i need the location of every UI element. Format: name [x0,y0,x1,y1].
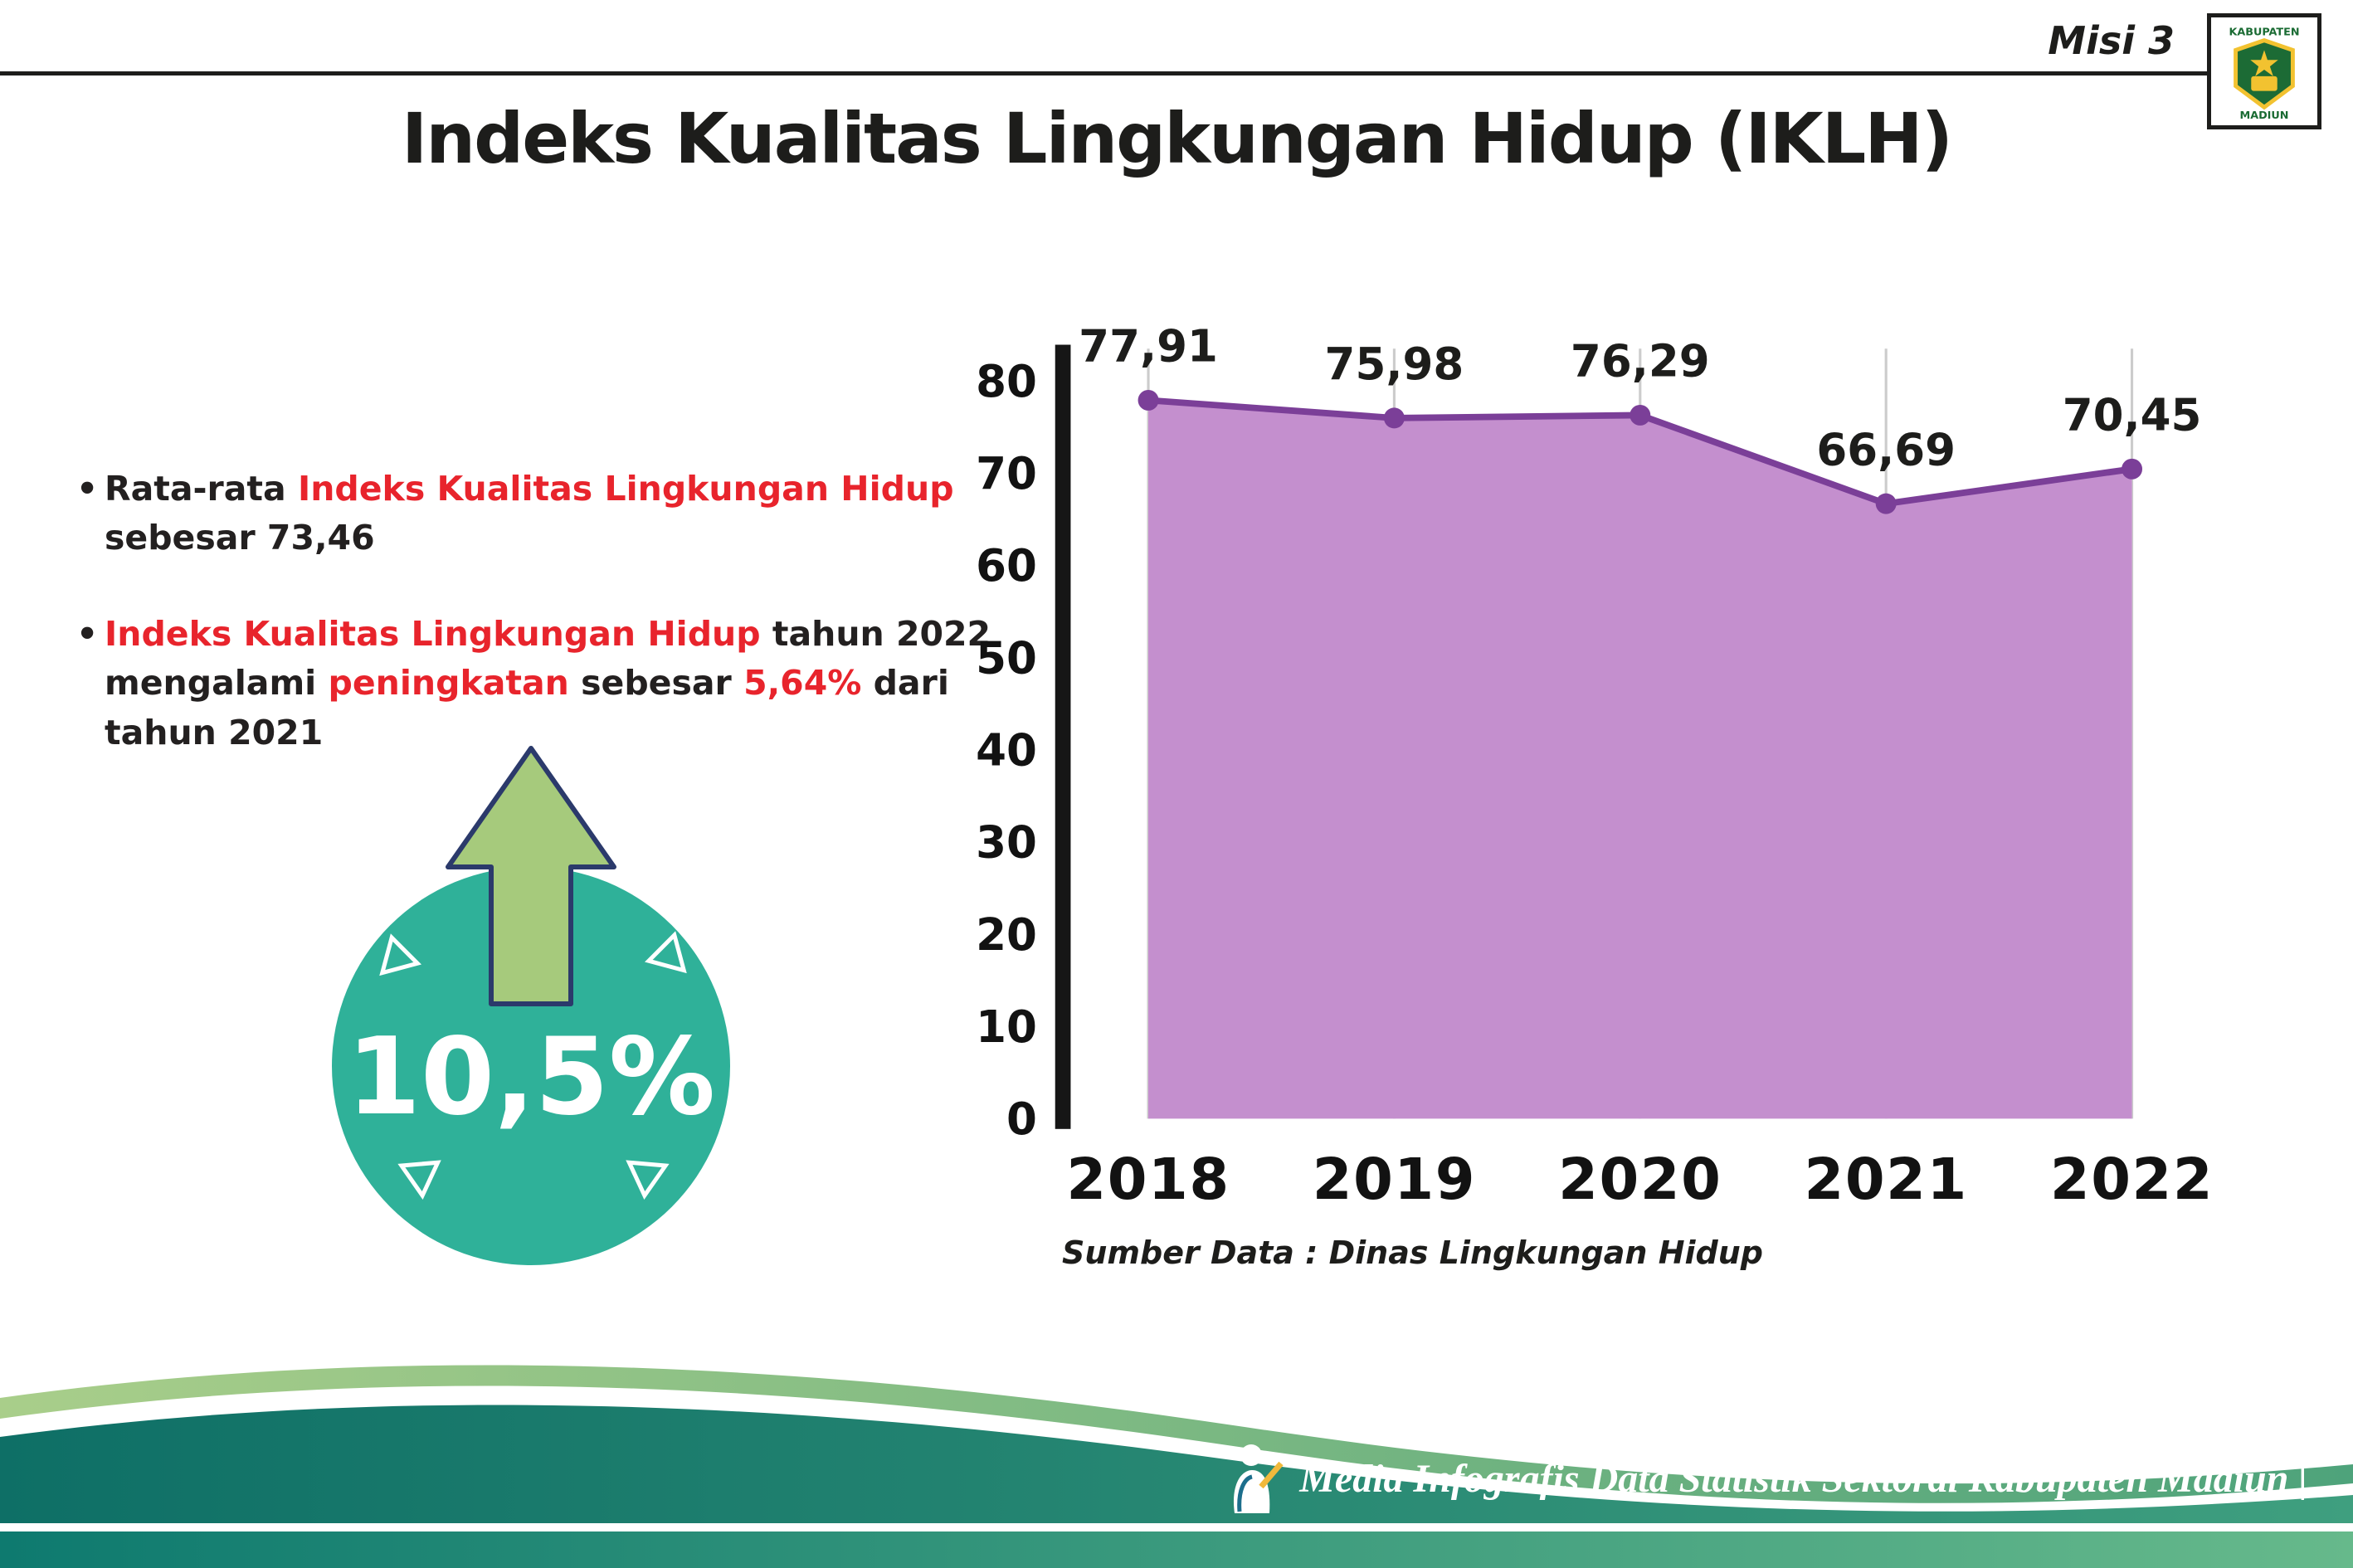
y-tick-label: 30 [976,817,1037,869]
x-tick-label: 2022 [2050,1147,2214,1213]
footer-text: Media Infografis Data Statistik Sektoral… [1299,1456,2307,1501]
badge-value: 10,5% [347,1015,715,1139]
chart-point-label: 70,45 [2063,390,2202,441]
increase-badge: 10,5% [315,738,747,1278]
bullet-segment: Rata-rata [105,469,298,509]
x-tick-label: 2021 [1805,1147,1968,1213]
y-tick-label: 60 [976,540,1037,592]
footer-bottom-bar [0,1531,2353,1568]
page-title: Indeks Kualitas Lingkungan Hidup (IKLH) [402,98,1953,179]
y-tick-label: 10 [976,1001,1037,1053]
chart-point [2122,458,2143,480]
logo-star-icon [2250,50,2278,76]
y-tick-label: 0 [1006,1093,1037,1145]
writer-mascot-icon [1234,1444,1284,1513]
kabupaten-madiun-crest-icon: KABUPATEN MADIUN [2229,27,2299,120]
bullet-segment: peningkatan [328,663,569,704]
iklh-chart-svg: 77,91 75,98 76,29 66,69 70,45 0 10 20 30 40 50 60 70… [976,321,2214,1213]
x-tick-label: 2020 [1558,1147,1722,1213]
chart-point [1630,404,1651,426]
y-axis-bar [1055,344,1071,1129]
iklh-chart: 77,91 75,98 76,29 66,69 70,45 0 10 20 30 40 50 60 70… [954,290,2248,1271]
increase-badge-graphic: 10,5% [332,746,730,1265]
chart-point-label: 76,29 [1571,336,1710,387]
badge-triangle-marks [379,931,687,1200]
bullet-item: Rata-rata Indeks Kualitas Lingkungan Hid… [76,465,1006,563]
footer: Media Infografis Data Statistik Sektoral… [0,1352,2353,1568]
chart-point [1138,389,1159,411]
logo-shield [2234,38,2295,110]
chart-point-label: 75,98 [1325,338,1464,390]
bullet-item: Indeks Kualitas Lingkungan Hidup tahun 2… [76,610,1006,757]
bullet-segment: 5,64% [743,663,862,704]
bullet-segment: Indeks Kualitas Lingkungan Hidup [105,613,761,654]
logo-text-top: KABUPATEN [2229,27,2299,39]
chart-point [1383,407,1405,429]
logo-banner [2251,75,2277,91]
footer-waves-graphic [0,1365,2353,1568]
bullet-segment: tahun 2022 mengalami [105,613,991,704]
chart-point-label: 66,69 [1816,424,1956,475]
bullet-segment: sebesar 73,46 [105,518,375,558]
bullet-segment: sebesar [568,663,744,704]
bullet-segment: dari tahun 2021 [105,663,949,752]
footer-separator [0,1523,2353,1531]
y-tick-label: 70 [976,448,1037,499]
chart-point [1875,493,1897,514]
x-tick-label: 2019 [1313,1147,1476,1213]
y-tick-label: 20 [976,909,1037,961]
bullet-segment: Indeks Kualitas Lingkungan Hidup [297,469,954,509]
y-tick-label: 40 [976,724,1037,776]
x-tick-label: 2018 [1066,1147,1230,1213]
kabupaten-madiun-logo: KABUPATEN MADIUN [2207,13,2321,129]
chart-source: Sumber Data : Dinas Lingkungan Hidup [1062,1234,1763,1271]
chart-area [1148,400,2132,1119]
y-tick-label: 50 [976,632,1037,684]
logo-text-bottom: MADIUN [2240,110,2289,120]
header-rule [0,71,2207,75]
bullet-list: Rata-rata Indeks Kualitas Lingkungan Hid… [76,465,1006,804]
footer-brand: Media Infografis Data Statistik Sektoral… [1220,1440,2307,1517]
misi-label: Misi 3 [2048,18,2175,63]
up-arrow-icon [446,746,616,1006]
y-tick-label: 80 [976,356,1037,407]
chart-point-label: 77,91 [1079,321,1218,373]
